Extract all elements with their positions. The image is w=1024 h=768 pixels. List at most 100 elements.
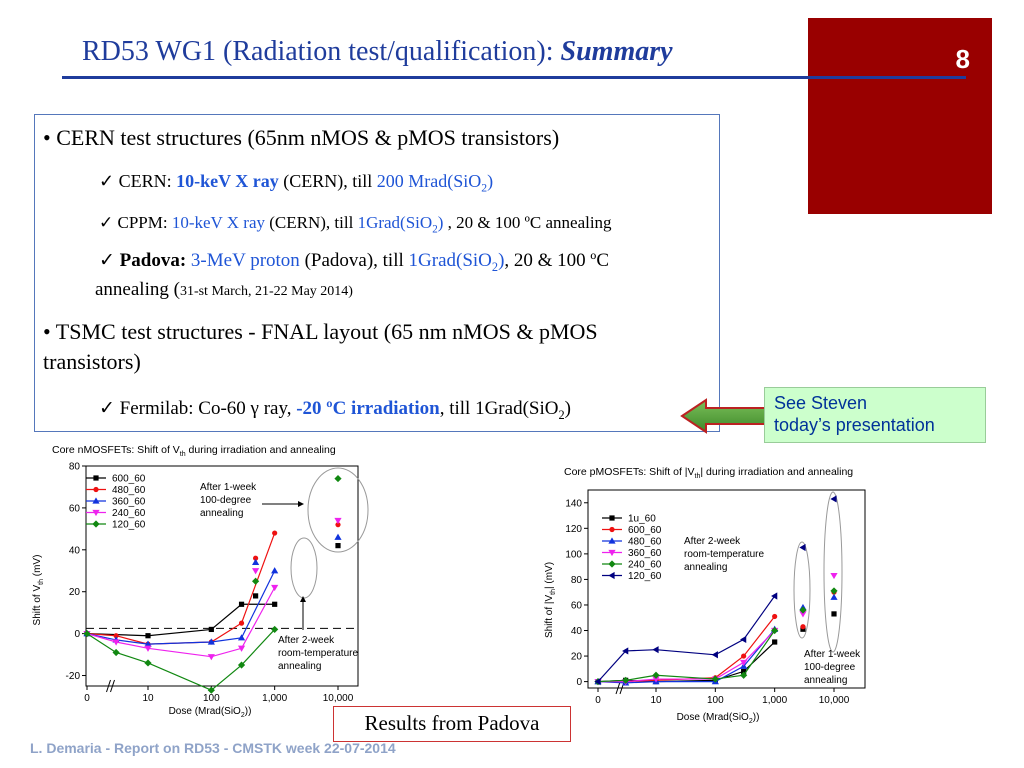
annotation-bot-2: 100-degree (804, 662, 856, 673)
x-tick-label: 10,000 (323, 693, 354, 704)
data-point (740, 635, 747, 644)
title-underline (62, 76, 808, 79)
data-point (741, 653, 747, 659)
legend-marker (92, 509, 100, 517)
bullet-tsmc: • TSMC test structures - FNAL layout (65… (43, 319, 598, 344)
annotation-top-3: annealing (200, 508, 243, 519)
data-point (144, 659, 152, 667)
bullet-cern: • CERN test structures (65nm nMOS & pMOS… (43, 125, 560, 150)
data-point (271, 567, 279, 574)
annotation-bot-2: room-temperature (278, 648, 358, 659)
legend-marker (93, 486, 99, 493)
dates-padova: 31-st March, 21-22 May 2014) (179, 284, 353, 299)
see-steven-line1: See Steven (774, 393, 868, 413)
results-from-padova-label: Results from Padova (333, 706, 571, 742)
x-tick-label: 0 (84, 693, 90, 704)
axis-break (110, 679, 115, 693)
data-point (272, 530, 278, 536)
data-point (272, 601, 278, 607)
title-underline-right (808, 76, 966, 79)
y-tick-label: 0 (74, 629, 80, 640)
annotation-top-3: annealing (684, 562, 727, 573)
legend-marker (609, 515, 615, 521)
annealing-point (335, 543, 341, 549)
summary-box: • CERN test structures (65nm nMOS & pMOS… (34, 114, 720, 432)
chart-title: Core nMOSFETs: Shift of Vth during irrad… (52, 444, 336, 458)
y-tick-label: 140 (565, 498, 582, 509)
legend-label: 240_60 (112, 508, 146, 519)
check-icon: ✓ (99, 398, 115, 419)
x-tick-label: 0 (595, 695, 601, 706)
annotation-bot-1: After 2-week (278, 635, 335, 646)
y-tick-label: 0 (576, 677, 582, 688)
loc-cppm: (CERN), till (265, 213, 358, 232)
annealing-point (799, 611, 807, 618)
legend-label: 600_60 (112, 474, 146, 485)
legend-marker (92, 520, 100, 528)
annotation-top-2: 100-degree (200, 495, 252, 506)
series-line (598, 616, 776, 683)
nmos-chart: Core nMOSFETs: Shift of Vth during irrad… (32, 444, 369, 719)
temp-fermilab: -20 ºC irradiation (296, 398, 440, 419)
annealing-ellipse (793, 541, 811, 639)
data-point (113, 633, 119, 639)
dose-cppm: 1Grad(SiO (357, 213, 433, 232)
annealing-ellipse (290, 537, 318, 599)
data-point (144, 645, 152, 652)
annotation-top-1: After 2-week (684, 536, 741, 547)
legend-label: 360_60 (628, 548, 662, 559)
y-tick-label: 120 (565, 524, 582, 535)
y-axis-label: Shift of Vth (mV) (32, 555, 45, 626)
legend-label: 120_60 (112, 520, 146, 531)
annealing-point (800, 624, 806, 630)
dose-padova: 1Grad(SiO (408, 250, 492, 271)
plot-area: 0 20 40 60 80 100 120 140 0 10 100 1,000 10,000 1u_60… (565, 489, 866, 706)
data-point (237, 645, 246, 652)
data-point (740, 659, 748, 667)
legend-label: 1u_60 (628, 514, 656, 525)
data-point (271, 584, 279, 592)
check-icon: ✓ (99, 213, 114, 232)
annotation-bot-3: annealing (278, 661, 321, 672)
y-tick-label: 40 (571, 626, 583, 637)
series-line (86, 629, 276, 691)
annotation-bot-1: After 1-week (804, 649, 861, 660)
data-point (208, 626, 214, 633)
dose-cppm-close: ) (437, 213, 444, 232)
data-point (594, 678, 601, 686)
annealing-point (334, 474, 342, 483)
legend-label: 120_60 (628, 571, 662, 582)
title-main: RD53 WG1 (Radiation test/qualification): (82, 36, 561, 67)
axis-break (106, 679, 111, 693)
annealing-point (253, 555, 259, 561)
plot-frame (587, 489, 866, 689)
data-point (741, 668, 747, 674)
annealing-point (253, 593, 259, 599)
header-accent-box: 8 (808, 18, 992, 214)
legend-label: 360_60 (112, 497, 146, 508)
data-point (207, 654, 215, 661)
dose-cern-close: ) (487, 171, 494, 191)
see-steven-line2: today’s presentation (774, 415, 935, 435)
data-point (238, 601, 245, 607)
data-point (652, 646, 659, 654)
data-point (772, 639, 778, 645)
series-line (598, 630, 776, 683)
loc-padova: (Padova), till (299, 250, 409, 271)
footer-text: L. Demaria - Report on RD53 - CMSTK week… (30, 740, 396, 756)
axis-break (615, 681, 621, 695)
y-tick-label: 80 (69, 462, 81, 473)
data-point (772, 613, 778, 620)
line-padova: ✓ Padova: 3-MeV proton (Padova), till 1G… (99, 249, 609, 275)
annealing-point (335, 522, 341, 528)
legend-label: 240_60 (628, 560, 662, 571)
dose-fermilab-close: ) (564, 398, 571, 419)
bullet-tsmc-2: transistors) (43, 349, 141, 374)
annealing-point (830, 495, 837, 503)
line-cppm: ✓ CPPM: 10-keV X ray (CERN), till 1Grad(… (99, 213, 612, 235)
legend-marker (608, 560, 616, 568)
series-line (597, 595, 776, 683)
x-axis-label: Dose (Mrad(SiO2)) (677, 712, 760, 725)
annealing-point (799, 606, 807, 614)
annotation-bot-3: annealing (804, 675, 847, 686)
